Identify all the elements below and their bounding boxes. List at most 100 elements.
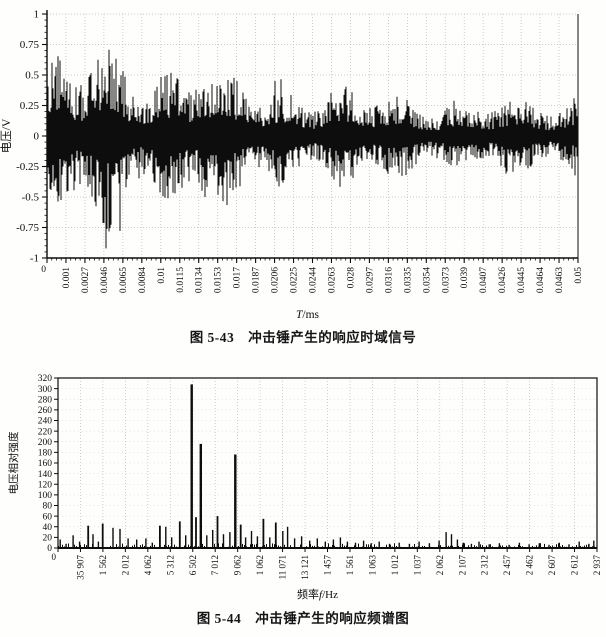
y-tick-label: 0 <box>47 544 52 554</box>
noise-bar <box>94 547 95 548</box>
y-tick-label: 0.25 <box>20 100 40 112</box>
x-tick-label: 2 312 <box>480 555 490 575</box>
x-tick-label: 0.0426 <box>498 267 508 293</box>
noise-bar <box>422 545 423 548</box>
noise-bar <box>580 545 581 548</box>
noise-bar <box>454 547 455 548</box>
noise-bar <box>452 545 453 548</box>
x-tick-label: 2 607 <box>547 555 557 576</box>
spectrum-peak <box>72 535 74 549</box>
noise-bar <box>506 545 507 548</box>
noise-bar <box>510 546 511 548</box>
y-tick-label: 1 <box>34 9 40 21</box>
x-tick-label: 0.0225 <box>290 267 300 293</box>
spectrum-peak <box>190 384 193 548</box>
x-tick-label: 2 462 <box>525 555 535 575</box>
spectrum-peak <box>244 537 247 548</box>
spectrum-peak <box>548 544 550 548</box>
noise-bar <box>462 544 463 548</box>
noise-bar <box>332 544 333 548</box>
noise-bar <box>300 544 301 548</box>
noise-bar <box>352 547 353 548</box>
x-tick-label: 9 062 <box>233 555 243 575</box>
y-tick-label: 100 <box>38 491 53 501</box>
spectrum-peak <box>558 542 560 548</box>
noise-bar <box>116 544 117 548</box>
spectrum-peak <box>478 541 480 548</box>
noise-bar <box>536 545 537 548</box>
noise-bar <box>566 546 567 548</box>
noise-bar <box>358 543 359 548</box>
x-tick-label: 0.0046 <box>100 267 110 293</box>
x-tick-label: 4 062 <box>143 555 153 575</box>
spectrum-peak <box>212 529 214 548</box>
noise-bar <box>384 547 385 548</box>
y-tick-label: 0.5 <box>25 70 39 82</box>
spectrum-peak <box>293 538 296 548</box>
noise-bar <box>342 543 343 548</box>
y-tick-label: 180 <box>38 449 53 459</box>
noise-bar <box>74 544 75 548</box>
noise-bar <box>502 545 503 548</box>
x-tick-label: 1 457 <box>323 555 333 576</box>
figure2-caption: 图 5-44 冲击锤产生的响应频谱图 <box>196 611 410 626</box>
spectrum-peak <box>145 538 147 548</box>
noise-bar <box>140 545 141 548</box>
noise-bar <box>538 546 539 548</box>
noise-bar <box>306 546 307 548</box>
noise-bar <box>430 546 431 548</box>
x-tick-label: 35 907 <box>75 555 85 580</box>
noise-bar <box>246 546 247 548</box>
noise-bar <box>144 545 145 548</box>
tick-marks <box>54 377 598 552</box>
noise-bar <box>310 544 311 548</box>
noise-bar <box>368 544 369 548</box>
noise-bar <box>416 546 417 548</box>
y-tick-label: 240 <box>38 417 53 427</box>
spectrum-peak <box>199 443 202 548</box>
spectrum-peak <box>332 539 335 548</box>
spectrum-peak <box>445 532 447 548</box>
x-tick-label: 0.0263 <box>327 267 337 293</box>
noise-bar <box>486 545 487 548</box>
spectrum-peak <box>538 543 540 548</box>
spectrum-peak <box>250 531 253 548</box>
x-tick-label: 0.0027 <box>81 267 91 293</box>
y-tick-label: 140 <box>38 470 53 480</box>
y-tick-label: 160 <box>38 459 53 469</box>
y-tick-label: 200 <box>38 438 53 448</box>
spectrum-peak <box>92 534 94 548</box>
noise-bar <box>252 543 253 548</box>
noise-bar <box>158 546 159 548</box>
spectrum-peak <box>178 521 181 548</box>
noise-bar <box>280 546 281 548</box>
noise-bar <box>164 544 165 548</box>
spectrum-peak <box>462 542 464 548</box>
noise-bar <box>290 545 291 548</box>
noise-bar <box>564 546 565 548</box>
noise-bar <box>334 545 335 548</box>
spectrum-peak <box>159 525 161 548</box>
spectrum-peak <box>59 539 61 548</box>
noise-bar <box>330 546 331 548</box>
noise-bar <box>198 546 199 548</box>
noise-bar <box>372 546 373 548</box>
x-tick-label: 0.039 <box>460 267 470 289</box>
tick-labels: 10.750.50.250-0.25-0.5-0.75-10 0.001 0.002… <box>16 9 584 294</box>
noise-bar <box>460 547 461 548</box>
spectrum-peak <box>362 540 365 548</box>
noise-bar <box>532 545 533 548</box>
noise-bar <box>162 547 163 548</box>
grid-lines <box>57 377 598 549</box>
noise-bar <box>68 543 69 548</box>
x-tick-label: 2 612 <box>570 555 580 575</box>
spectrum-bars <box>58 384 595 549</box>
spectrum-peak <box>324 541 326 548</box>
noise-bar <box>176 546 177 548</box>
noise-bar <box>376 546 377 548</box>
spectrum-peak <box>388 543 391 549</box>
noise-bar <box>336 547 337 548</box>
noise-bar <box>238 546 239 548</box>
noise-bar <box>436 547 437 548</box>
spectrum-peak <box>262 518 265 548</box>
